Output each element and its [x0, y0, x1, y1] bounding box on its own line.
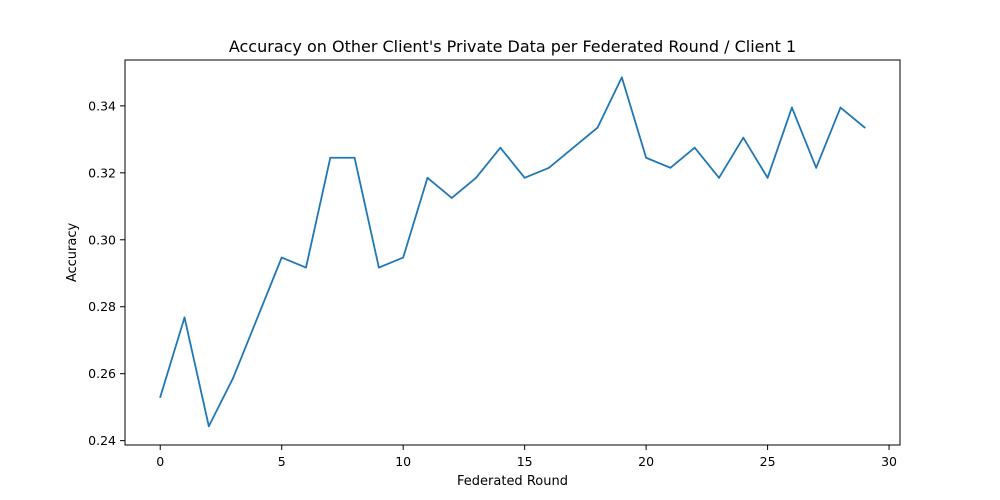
data-point — [426, 176, 429, 179]
series-points — [159, 76, 866, 428]
x-tick-label: 10 — [395, 454, 411, 469]
data-point — [450, 197, 453, 199]
data-point — [159, 396, 162, 399]
data-point — [353, 156, 356, 159]
data-point — [790, 106, 793, 109]
data-point — [548, 166, 550, 169]
y-tick-label: 0.34 — [88, 98, 116, 113]
data-point — [645, 156, 648, 159]
data-point — [402, 256, 405, 259]
data-point — [863, 126, 866, 129]
data-point — [839, 106, 842, 109]
x-tick-label: 30 — [881, 454, 897, 469]
y-tick-label: 0.24 — [88, 433, 116, 448]
data-point — [305, 266, 307, 269]
x-tick-label: 0 — [156, 454, 164, 469]
data-point — [523, 176, 526, 179]
x-tick-label: 5 — [278, 454, 286, 469]
data-point — [280, 256, 283, 259]
data-point — [815, 166, 818, 169]
data-point — [329, 156, 332, 159]
data-point — [718, 176, 720, 179]
chart-title: Accuracy on Other Client's Private Data … — [229, 37, 796, 56]
y-axis-label: Accuracy — [65, 223, 80, 283]
data-point — [766, 176, 769, 179]
data-point — [693, 146, 696, 149]
data-point — [742, 136, 745, 139]
data-point — [183, 316, 186, 319]
series-line-client-1 — [159, 76, 866, 428]
data-point — [475, 176, 477, 179]
y-tick-label: 0.30 — [88, 232, 116, 247]
data-point — [669, 166, 672, 169]
y-tick-label: 0.26 — [88, 366, 116, 381]
x-axis-ticks: 0 5 10 15 20 25 30 — [156, 445, 897, 469]
x-axis-label: Federated Round — [457, 474, 568, 489]
data-point — [207, 425, 210, 428]
x-tick-label: 25 — [760, 454, 776, 469]
plot-area-frame — [124, 59, 901, 446]
y-tick-label: 0.32 — [88, 165, 116, 180]
x-tick-label: 20 — [638, 454, 654, 469]
data-point — [377, 266, 380, 269]
y-tick-label: 0.28 — [88, 299, 116, 314]
x-tick-label: 15 — [517, 454, 533, 469]
data-point — [620, 76, 623, 79]
data-point — [499, 146, 502, 149]
data-point — [596, 126, 599, 129]
y-axis-ticks: 0.24 0.26 0.28 0.30 0.32 0.34 — [88, 98, 125, 448]
data-point — [232, 377, 235, 379]
data-point — [572, 146, 575, 149]
data-point — [256, 316, 259, 319]
